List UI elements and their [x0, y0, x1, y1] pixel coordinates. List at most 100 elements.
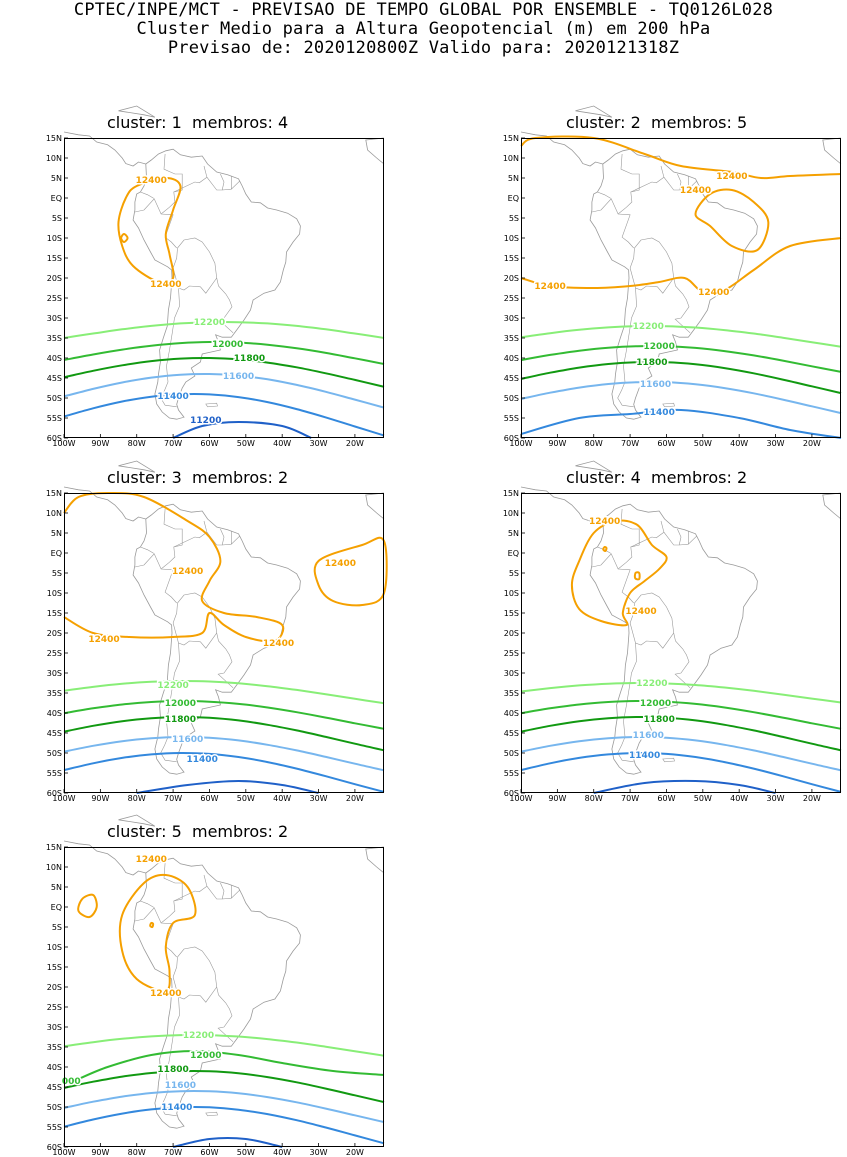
lat-label: 25S: [47, 294, 62, 303]
lat-label: 30S: [47, 669, 62, 678]
lat-label: 25S: [504, 649, 519, 658]
panel-4-title: cluster: 4 membros: 2: [566, 468, 747, 487]
contour-label-11800: 11800: [234, 354, 265, 364]
contour-12000: [78, 1049, 385, 1080]
contour-label-12400: 12400: [589, 517, 620, 527]
lat-label: 60S: [47, 789, 62, 798]
lat-label: 60S: [504, 434, 519, 443]
lon-label: 30W: [309, 1148, 327, 1157]
country-border: [160, 642, 180, 763]
lat-label: 10N: [46, 863, 62, 872]
contour-label-11400: 11400: [644, 408, 675, 418]
panel-1-map: 12400 12400 12200 12000 11800 11600 11400 11200…: [46, 105, 385, 448]
central-america-coast: [63, 486, 146, 522]
lat-label: 5N: [508, 529, 519, 538]
lat-label: 45S: [47, 729, 62, 738]
lon-label: 90W: [91, 1148, 109, 1157]
contour-11200: [172, 1137, 283, 1148]
lat-label: 25S: [504, 294, 519, 303]
contour-12400: [313, 536, 388, 607]
header-line-2: Cluster Medio para a Altura Geopotencial…: [136, 19, 711, 39]
africa-coast: [365, 137, 385, 165]
contour-11400: [520, 408, 842, 439]
contour-label-11400: 11400: [187, 755, 218, 765]
lon-label: 20W: [803, 794, 821, 803]
panel-2-title: cluster: 2 membros: 5: [566, 113, 747, 132]
contour-12400: [520, 135, 842, 180]
cluster-number: 5: [171, 822, 182, 841]
contour-label-11200: 11200: [190, 416, 221, 426]
cluster-label: cluster:: [107, 468, 167, 487]
lat-label: 35S: [47, 689, 62, 698]
lat-label: 15S: [504, 254, 519, 263]
panel-2-map: 12400 12400 12400 12400 12200 12000 11800 11600…: [503, 105, 842, 448]
contour-12200: [63, 679, 385, 705]
members-count: 5: [737, 113, 748, 132]
contour-12400: [120, 232, 129, 244]
map-frame: [64, 493, 384, 793]
country-border: [629, 592, 691, 689]
lat-label: 50S: [504, 394, 519, 403]
contour-label-11600: 11600: [640, 380, 671, 390]
lat-label: 30S: [504, 314, 519, 323]
lat-label: 55S: [47, 769, 62, 778]
lon-label: 40W: [273, 1148, 291, 1157]
lat-label: 25S: [47, 1003, 62, 1012]
lon-label: 20W: [803, 439, 821, 448]
lat-label: 40S: [47, 354, 62, 363]
lat-label: 5N: [51, 883, 62, 892]
contour-11400: [63, 1105, 385, 1145]
country-border: [173, 874, 208, 902]
contours: [520, 135, 842, 439]
map-frame: [64, 138, 384, 438]
lat-label: 15N: [46, 489, 62, 498]
contour-label-12400: 12400: [716, 172, 747, 182]
contour-label-11800: 11800: [636, 358, 667, 368]
lat-label: 15S: [47, 254, 62, 263]
central-america-coast: [520, 486, 603, 522]
lon-label: 20W: [346, 794, 364, 803]
lon-label: 20W: [346, 1148, 364, 1157]
map-frame: [521, 138, 841, 438]
members-label: membros:: [650, 113, 732, 132]
contour-label-12400: 12400: [88, 635, 119, 645]
lat-label: 35S: [47, 334, 62, 343]
country-border: [206, 177, 240, 191]
country-border: [617, 287, 637, 408]
map-frame: [64, 847, 384, 1147]
lat-label: 10S: [47, 589, 62, 598]
lat-label: 15S: [47, 609, 62, 618]
country-border: [630, 520, 665, 548]
south-america-coast: [132, 503, 301, 775]
country-border: [597, 191, 611, 199]
lat-label: 60S: [47, 1143, 62, 1152]
lat-label: 35S: [47, 1043, 62, 1052]
cluster-number: 1: [171, 113, 182, 132]
contour-label-12200: 12200: [633, 322, 664, 332]
lat-label: 5S: [509, 214, 519, 223]
lat-label: 50S: [504, 749, 519, 758]
lon-label: 30W: [766, 439, 784, 448]
members-count: 2: [737, 468, 748, 487]
coastline: [520, 105, 842, 420]
lon-label: 80W: [585, 439, 603, 448]
contour-label-11800: 11800: [157, 1065, 188, 1075]
central-america-coast: [520, 131, 603, 167]
cuba-coast: [575, 105, 613, 118]
lon-label: 100W: [509, 794, 532, 803]
contour-11400: [63, 751, 385, 793]
lon-label: 20W: [346, 439, 364, 448]
contour-12400: [570, 519, 668, 627]
contour-label-12400: 12400: [325, 559, 356, 569]
lon-label: 50W: [694, 439, 712, 448]
contour-label-12400: 12400: [150, 280, 181, 290]
lat-label: 15N: [46, 134, 62, 143]
lat-label: 35S: [504, 689, 519, 698]
lat-label: 10N: [503, 509, 519, 518]
country-border: [160, 153, 183, 215]
lon-label: 90W: [548, 439, 566, 448]
contour-12400: [602, 545, 608, 553]
contour-label-11600: 11600: [165, 1081, 196, 1091]
cuba-coast: [118, 814, 156, 827]
contour-11600: [63, 372, 385, 409]
